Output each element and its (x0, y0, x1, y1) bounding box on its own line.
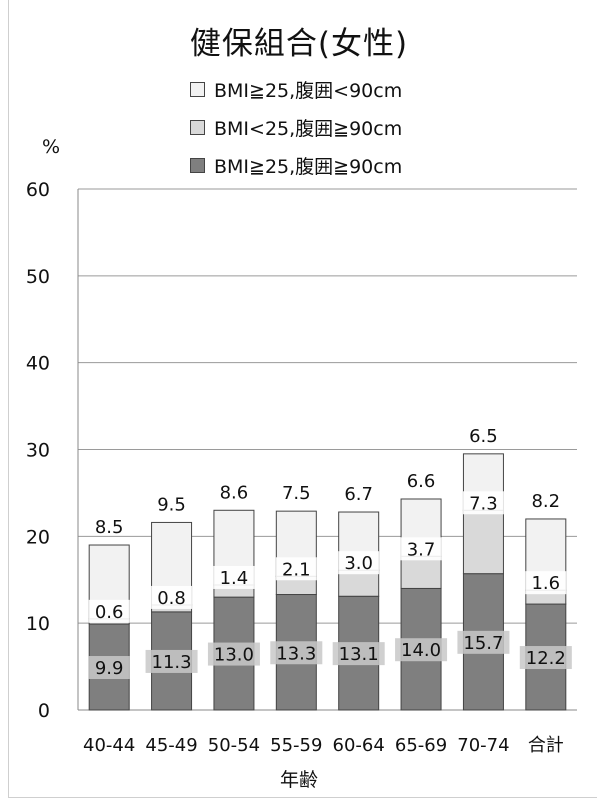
y-tick-label: 10 (26, 613, 50, 635)
data-label: 2.1 (282, 559, 311, 580)
legend-swatch-top (190, 81, 205, 97)
data-label-bg (519, 646, 572, 670)
x-axis-label: 年齢 (279, 769, 318, 791)
data-label: 7.5 (282, 483, 311, 504)
data-label: 3.0 (344, 553, 373, 574)
data-label-bg (525, 571, 567, 595)
x-tick-label: 50-54 (208, 735, 260, 756)
data-label-bg (270, 641, 323, 665)
y-tick-label: 40 (26, 353, 50, 375)
data-label-bg (151, 585, 193, 609)
data-label: 8.2 (531, 491, 560, 512)
data-label: 15.7 (463, 633, 503, 654)
x-tick-label: 合計 (528, 735, 564, 756)
x-tick-label: 40-44 (83, 735, 135, 756)
legend-item-top: BMI≧25,腹囲<90cm (190, 70, 402, 108)
y-tick-label: 20 (26, 526, 50, 548)
data-label: 13.1 (339, 644, 379, 665)
legend-item-middle: BMI<25,腹囲≧90cm (190, 108, 402, 146)
data-label: 1.4 (220, 568, 249, 589)
y-tick-label: 60 (26, 179, 50, 201)
data-label: 12.2 (526, 648, 566, 669)
data-label-bg (207, 642, 260, 666)
data-label: 6.5 (469, 426, 498, 447)
data-label: 13.0 (214, 645, 254, 666)
legend-label-middle: BMI<25,腹囲≧90cm (214, 117, 403, 140)
data-label: 9.9 (95, 658, 124, 679)
data-label-bg (457, 630, 510, 654)
data-label: 11.3 (152, 652, 192, 673)
chart-frame (8, 0, 597, 798)
legend-swatch-bottom (190, 157, 205, 173)
data-label-bg (145, 649, 198, 673)
data-label: 7.3 (469, 493, 498, 514)
x-tick-label: 65-69 (395, 735, 447, 756)
x-tick-label: 55-59 (270, 735, 322, 756)
data-label-bg (88, 599, 130, 623)
x-tick-label: 45-49 (145, 735, 197, 756)
data-label: 8.6 (220, 482, 249, 503)
x-tick-label: 60-64 (333, 735, 385, 756)
data-label-bg (332, 642, 385, 666)
data-label: 0.6 (95, 602, 124, 623)
y-tick-label: 0 (38, 700, 50, 722)
data-label: 13.3 (276, 643, 316, 664)
legend-swatch-middle (190, 119, 205, 135)
data-label-bg (395, 638, 448, 662)
data-label-bg (275, 557, 317, 581)
data-label-bg (88, 656, 130, 680)
data-label-bg (338, 551, 380, 575)
data-label: 6.7 (344, 484, 373, 505)
data-label: 0.8 (157, 588, 186, 609)
chart-title: 健保組合(女性) (189, 26, 409, 62)
data-label: 1.6 (531, 573, 560, 594)
data-label: 9.5 (157, 494, 186, 515)
legend-label-bottom: BMI≧25,腹囲≧90cm (214, 155, 403, 178)
data-label-bg (213, 565, 255, 589)
legend: BMI≧25,腹囲<90cm BMI<25,腹囲≧90cm BMI≧25,腹囲≧… (190, 70, 402, 184)
data-label: 6.6 (407, 471, 436, 492)
y-tick-label: 30 (26, 440, 50, 462)
bar-segment (462, 509, 504, 575)
y-tick-label: 50 (26, 266, 50, 288)
data-label: 3.7 (407, 539, 436, 560)
legend-label-top: BMI≧25,腹囲<90cm (214, 79, 403, 102)
data-label-bg (462, 491, 504, 515)
data-label: 8.5 (95, 517, 124, 538)
data-label: 14.0 (401, 640, 441, 661)
bar-segment (338, 569, 380, 597)
bar-segment (400, 555, 442, 589)
legend-item-bottom: BMI≧25,腹囲≧90cm (190, 146, 402, 184)
y-axis-label: % (42, 136, 61, 158)
data-label-bg (400, 537, 442, 561)
x-tick-label: 70-74 (457, 735, 509, 756)
